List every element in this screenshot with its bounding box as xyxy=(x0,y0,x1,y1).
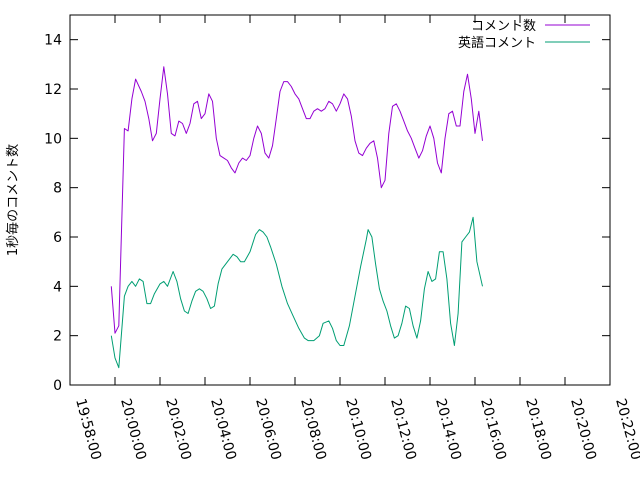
legend-label-2: 英語コメント xyxy=(458,35,536,51)
x-tick-label: 19:58:00 xyxy=(72,397,104,462)
y-tick-label: 2 xyxy=(53,329,62,345)
y-tick-label: 0 xyxy=(53,378,62,394)
y-axis-ticks: 0 2 4 6 8 10 12 14 xyxy=(44,33,610,394)
x-tick-label: 20:10:00 xyxy=(342,397,374,462)
x-axis-ticks: 19:58:00 20:00:00 20:02:00 20:04:00 20:06:00… xyxy=(69,15,640,462)
series-line-2 xyxy=(110,216,483,369)
x-tick-label: 20:04:00 xyxy=(207,397,239,462)
x-tick-label: 20:22:00 xyxy=(612,397,640,462)
y-axis-label: 1秒毎のコメント数 xyxy=(5,144,21,256)
y-tick-label: 14 xyxy=(44,33,62,49)
legend-label-1: コメント数 xyxy=(471,19,536,34)
x-tick-label: 20:06:00 xyxy=(252,397,284,462)
y-tick-label: 10 xyxy=(44,131,62,147)
y-tick-label: 4 xyxy=(53,279,62,295)
series-line-1 xyxy=(110,66,483,334)
plot-border xyxy=(69,14,611,386)
x-tick-label: 20:20:00 xyxy=(567,397,599,462)
x-tick-label: 20:18:00 xyxy=(522,397,554,462)
x-tick-label: 20:00:00 xyxy=(117,397,149,462)
x-tick-label: 20:12:00 xyxy=(387,397,419,462)
plot-frame xyxy=(69,14,611,386)
series-lines xyxy=(110,66,483,369)
y-tick-label: 6 xyxy=(53,230,62,246)
y-tick-label: 8 xyxy=(53,181,62,197)
y-tick-label: 12 xyxy=(44,82,62,98)
x-tick-label: 20:16:00 xyxy=(477,397,509,462)
x-tick-label: 20:02:00 xyxy=(162,397,194,462)
x-tick-label: 20:08:00 xyxy=(297,397,329,462)
x-tick-label: 20:14:00 xyxy=(432,397,464,462)
